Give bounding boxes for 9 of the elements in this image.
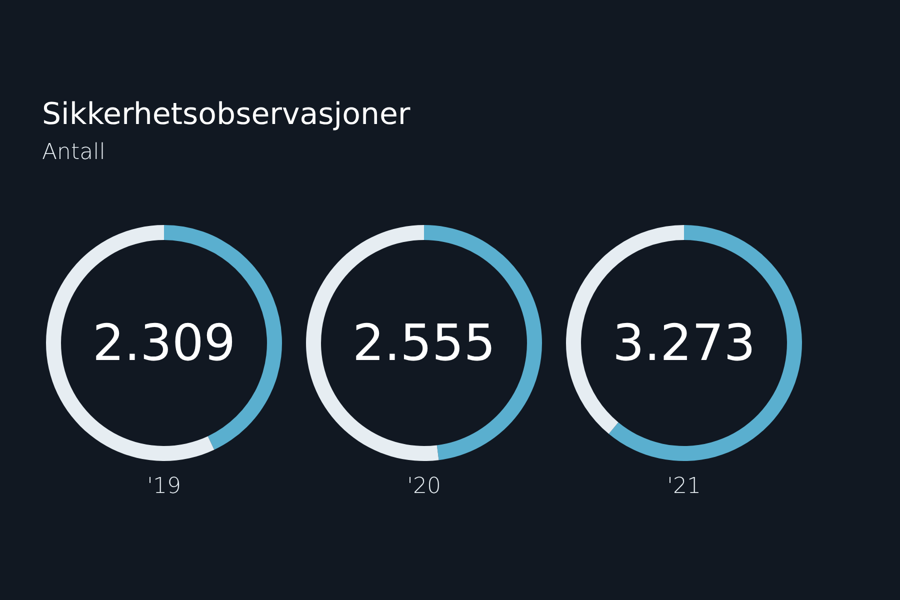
- chart-title: Sikkerhetsobservasjoner: [42, 97, 411, 132]
- text: '19: [146, 474, 182, 499]
- text: 2.555: [352, 314, 496, 372]
- text: 2.309: [92, 314, 236, 372]
- text: 3.273: [612, 314, 756, 372]
- text: '21: [666, 474, 702, 499]
- donut-slice: [608, 225, 802, 461]
- text: '20: [406, 474, 442, 499]
- chart-subtitle: Antall: [42, 140, 106, 165]
